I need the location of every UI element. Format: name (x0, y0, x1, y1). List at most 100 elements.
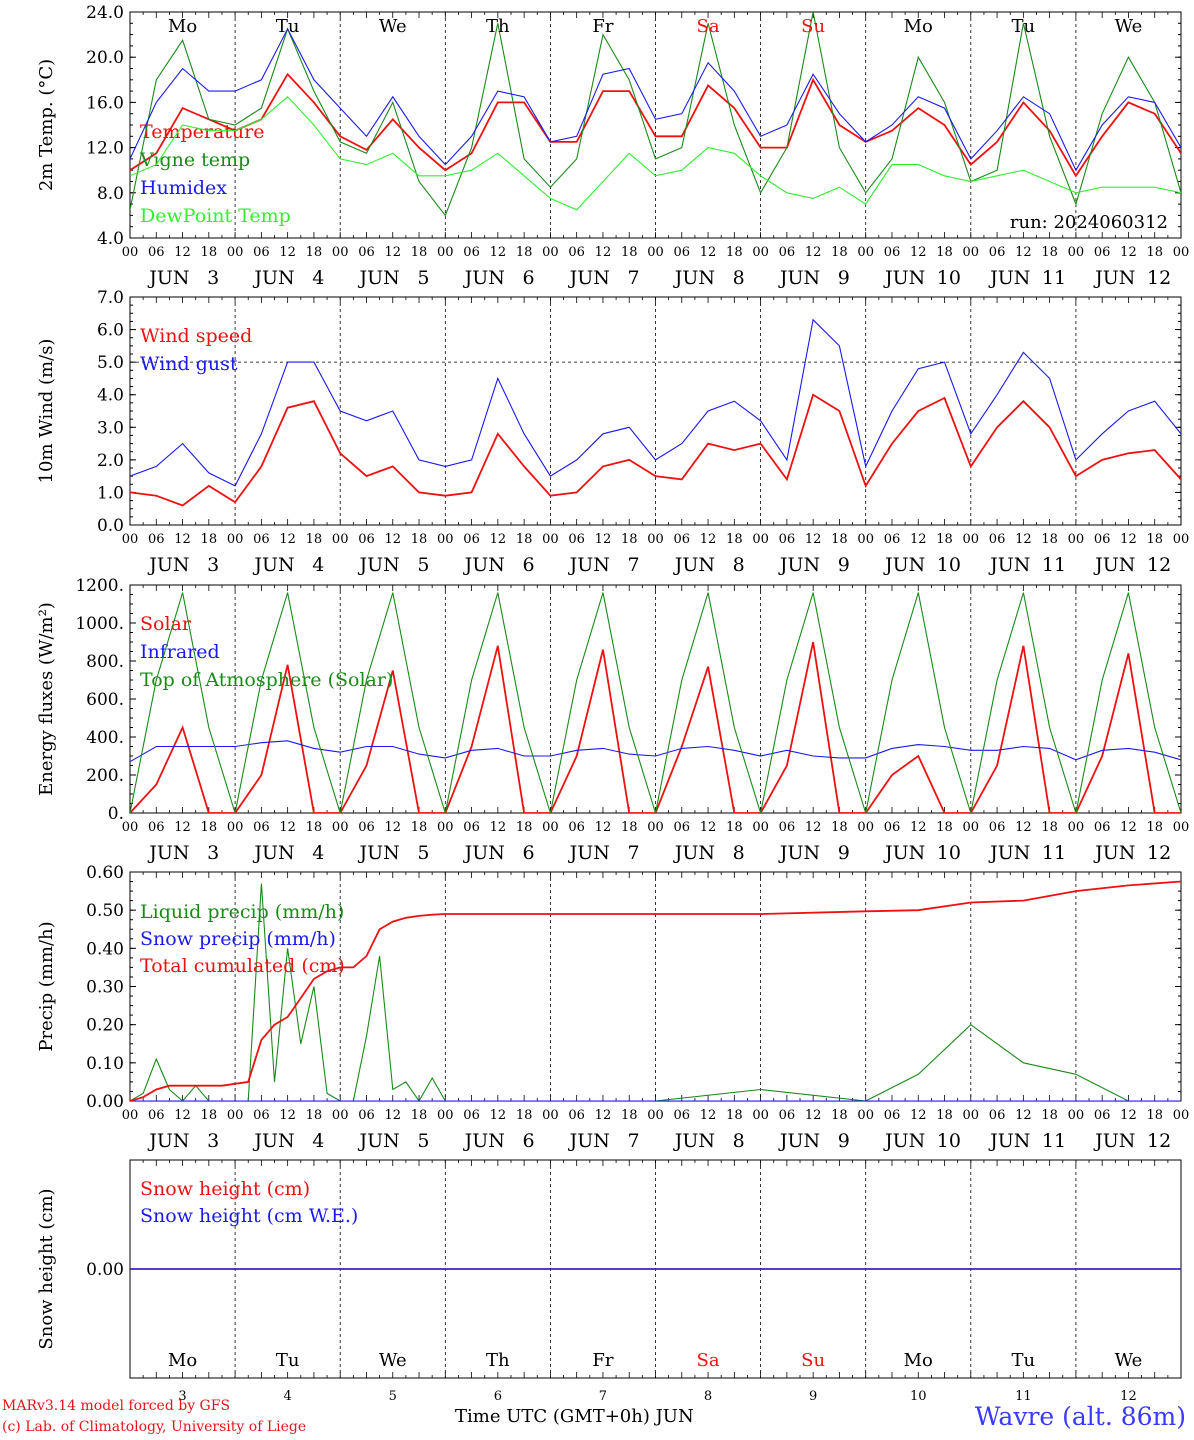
series-line (130, 393, 1181, 507)
hour-tick-label: 18 (831, 1108, 848, 1123)
hour-tick-label: 12 (1015, 820, 1032, 835)
day-number-label: 7 (628, 554, 640, 576)
day-number-label: 11 (1042, 554, 1066, 576)
hour-tick-label: 00 (857, 532, 874, 547)
hour-tick-label: 18 (726, 820, 743, 835)
day-number-label: 4 (312, 267, 324, 289)
hour-tick-label: 06 (779, 820, 796, 835)
day-number-label: 5 (417, 1130, 429, 1152)
y-tick-label: 20.0 (86, 48, 124, 68)
hour-tick-label: 00 (1068, 1108, 1085, 1123)
hour-tick-label: 18 (831, 532, 848, 547)
hour-tick-label: 06 (1094, 1108, 1111, 1123)
hour-tick-label: 12 (1120, 245, 1137, 260)
month-label: JUN (988, 1130, 1030, 1152)
month-label: JUN (673, 842, 715, 864)
y-axis-label: Energy fluxes (W/m²) (36, 602, 57, 796)
hour-tick-label: 00 (227, 532, 244, 547)
legend-label: Snow height (cm W.E.) (140, 1205, 358, 1227)
hour-tick-label: 06 (568, 820, 585, 835)
weekday-label: We (379, 16, 407, 37)
hour-tick-label: 12 (174, 820, 191, 835)
day-number-label: 3 (207, 1130, 219, 1152)
hour-tick-label: 00 (332, 245, 349, 260)
series-line (130, 641, 1181, 813)
hour-tick-label: 00 (752, 245, 769, 260)
month-label: JUN (778, 267, 820, 289)
day-number-label: 10 (937, 1130, 961, 1152)
hour-tick-label: 06 (463, 245, 480, 260)
hour-tick-label: 12 (595, 820, 612, 835)
hour-tick-label: 18 (201, 1108, 218, 1123)
day-number-label: 10 (910, 1389, 927, 1404)
legend-label: Humidex (140, 177, 227, 199)
hour-tick-label: 18 (1146, 532, 1163, 547)
hour-tick-label: 00 (122, 532, 139, 547)
month-label: JUN (357, 554, 399, 576)
month-label: JUN (252, 842, 294, 864)
hour-tick-label: 06 (358, 245, 375, 260)
hour-tick-label: 00 (542, 820, 559, 835)
hour-tick-label: 12 (279, 532, 296, 547)
month-label: JUN (568, 267, 610, 289)
hour-tick-label: 00 (332, 1108, 349, 1123)
hour-tick-label: 12 (910, 820, 927, 835)
hour-tick-label: 06 (568, 532, 585, 547)
day-number-label: 7 (599, 1389, 607, 1404)
hour-tick-label: 12 (384, 245, 401, 260)
hour-tick-label: 18 (516, 245, 533, 260)
month-label: JUN (568, 1130, 610, 1152)
hour-tick-label: 12 (805, 1108, 822, 1123)
month-label: JUN (988, 842, 1030, 864)
hour-tick-label: 12 (1120, 820, 1137, 835)
y-tick-label: 24.0 (86, 3, 124, 23)
hour-tick-label: 06 (358, 820, 375, 835)
month-label: JUN (988, 267, 1030, 289)
hour-tick-label: 18 (306, 1108, 323, 1123)
month-label: JUN (463, 1130, 505, 1152)
hour-tick-label: 12 (595, 1108, 612, 1123)
hour-tick-label: 06 (253, 245, 270, 260)
hour-tick-label: 18 (1146, 245, 1163, 260)
month-label: JUN (568, 842, 610, 864)
hour-tick-label: 06 (674, 820, 691, 835)
hour-tick-label: 00 (857, 820, 874, 835)
legend-label: Snow height (cm) (140, 1178, 310, 1200)
month-label: JUN (463, 554, 505, 576)
weekday-label: Mo (904, 1350, 933, 1371)
day-number-label: 12 (1120, 1389, 1137, 1404)
y-tick-label: 0.20 (86, 1016, 124, 1036)
month-label: JUN (357, 1130, 399, 1152)
hour-tick-label: 00 (752, 820, 769, 835)
series-line (130, 12, 1181, 217)
hour-tick-label: 12 (174, 532, 191, 547)
model-credit: MARv3.14 model forced by GFS (2, 1398, 231, 1414)
day-number-label: 12 (1147, 842, 1171, 864)
hour-tick-label: 06 (884, 245, 901, 260)
station-name: Wavre (alt. 86m) (974, 1402, 1186, 1431)
hour-tick-label: 00 (542, 532, 559, 547)
y-tick-label: 800. (86, 652, 124, 672)
hour-tick-label: 18 (621, 820, 638, 835)
weekday-label: Tu (276, 16, 300, 37)
series-line (130, 318, 1181, 487)
hour-tick-label: 00 (1068, 820, 1085, 835)
hour-tick-label: 00 (227, 245, 244, 260)
hour-tick-label: 00 (122, 1108, 139, 1123)
hour-tick-label: 18 (1041, 532, 1058, 547)
y-tick-label: 400. (86, 728, 124, 748)
run-annotation: run: 2024060312 (1010, 212, 1168, 233)
hour-tick-label: 06 (989, 245, 1006, 260)
legend-label: Solar (140, 613, 192, 635)
hour-tick-label: 00 (857, 1108, 874, 1123)
hour-tick-label: 18 (936, 245, 953, 260)
hour-tick-label: 12 (805, 532, 822, 547)
hour-tick-label: 06 (358, 532, 375, 547)
legend-label: Infrared (140, 641, 220, 663)
hour-tick-label: 00 (857, 245, 874, 260)
hour-tick-label: 12 (1120, 532, 1137, 547)
day-number-label: 3 (207, 842, 219, 864)
hour-tick-label: 06 (463, 532, 480, 547)
hour-tick-label: 12 (910, 532, 927, 547)
